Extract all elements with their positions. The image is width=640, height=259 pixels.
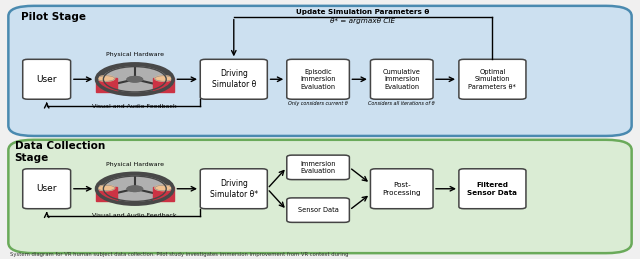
Text: Immersion
Evaluation: Immersion Evaluation [300, 161, 336, 174]
Circle shape [130, 187, 140, 191]
FancyBboxPatch shape [23, 59, 70, 99]
Text: Data Collection
Stage: Data Collection Stage [15, 141, 105, 163]
FancyBboxPatch shape [287, 59, 349, 99]
Text: Physical Hardware: Physical Hardware [106, 52, 164, 57]
FancyBboxPatch shape [200, 59, 268, 99]
Text: Visual and Audio Feedback: Visual and Audio Feedback [93, 104, 177, 109]
Bar [153, 187, 174, 201]
Text: Driving
Simulator θ: Driving Simulator θ [212, 69, 256, 89]
Text: User: User [36, 75, 57, 84]
Text: Cumulative
Immersion
Evaluation: Cumulative Immersion Evaluation [383, 69, 420, 90]
FancyBboxPatch shape [459, 169, 526, 209]
Circle shape [126, 76, 143, 83]
Ellipse shape [97, 185, 115, 191]
FancyBboxPatch shape [8, 6, 632, 136]
Circle shape [126, 76, 143, 83]
Text: Update Simulation Parameters θ: Update Simulation Parameters θ [296, 9, 429, 15]
Text: Sensor Data: Sensor Data [298, 207, 339, 213]
Bar [95, 78, 116, 92]
Text: θ* = argmaxθ CIE: θ* = argmaxθ CIE [330, 18, 396, 24]
FancyBboxPatch shape [23, 169, 70, 209]
Text: Driving
Simulator θ*: Driving Simulator θ* [210, 179, 258, 199]
Text: Visual and Audio Feedback: Visual and Audio Feedback [93, 213, 177, 218]
Bar [95, 187, 116, 201]
FancyBboxPatch shape [459, 59, 526, 99]
Circle shape [102, 66, 168, 92]
Text: System diagram for VR human subject data collection. Pilot study investigates im: System diagram for VR human subject data… [10, 252, 349, 257]
Text: Physical Hardware: Physical Hardware [106, 162, 164, 167]
Circle shape [102, 176, 168, 202]
FancyBboxPatch shape [200, 169, 268, 209]
Text: Pilot Stage: Pilot Stage [21, 12, 86, 22]
FancyBboxPatch shape [287, 155, 349, 179]
Circle shape [97, 173, 173, 204]
Bar [153, 78, 174, 92]
Text: Filtered
Sensor Data: Filtered Sensor Data [467, 182, 517, 196]
Circle shape [126, 185, 143, 192]
Circle shape [97, 64, 173, 95]
Ellipse shape [155, 185, 172, 191]
FancyBboxPatch shape [8, 140, 632, 253]
FancyBboxPatch shape [371, 169, 433, 209]
Circle shape [126, 185, 143, 192]
FancyBboxPatch shape [287, 198, 349, 222]
Text: Episodic
Immersion
Evaluation: Episodic Immersion Evaluation [300, 69, 336, 90]
Circle shape [130, 77, 140, 81]
Ellipse shape [155, 76, 172, 81]
Ellipse shape [97, 76, 115, 81]
Text: Considers all iterations of θ: Considers all iterations of θ [369, 101, 435, 106]
Text: User: User [36, 184, 57, 193]
Text: Optimal
Simulation
Parameters θ*: Optimal Simulation Parameters θ* [468, 69, 516, 90]
Text: Only considers current θ: Only considers current θ [288, 101, 348, 106]
Text: Post-
Processing: Post- Processing [383, 182, 421, 196]
FancyBboxPatch shape [371, 59, 433, 99]
